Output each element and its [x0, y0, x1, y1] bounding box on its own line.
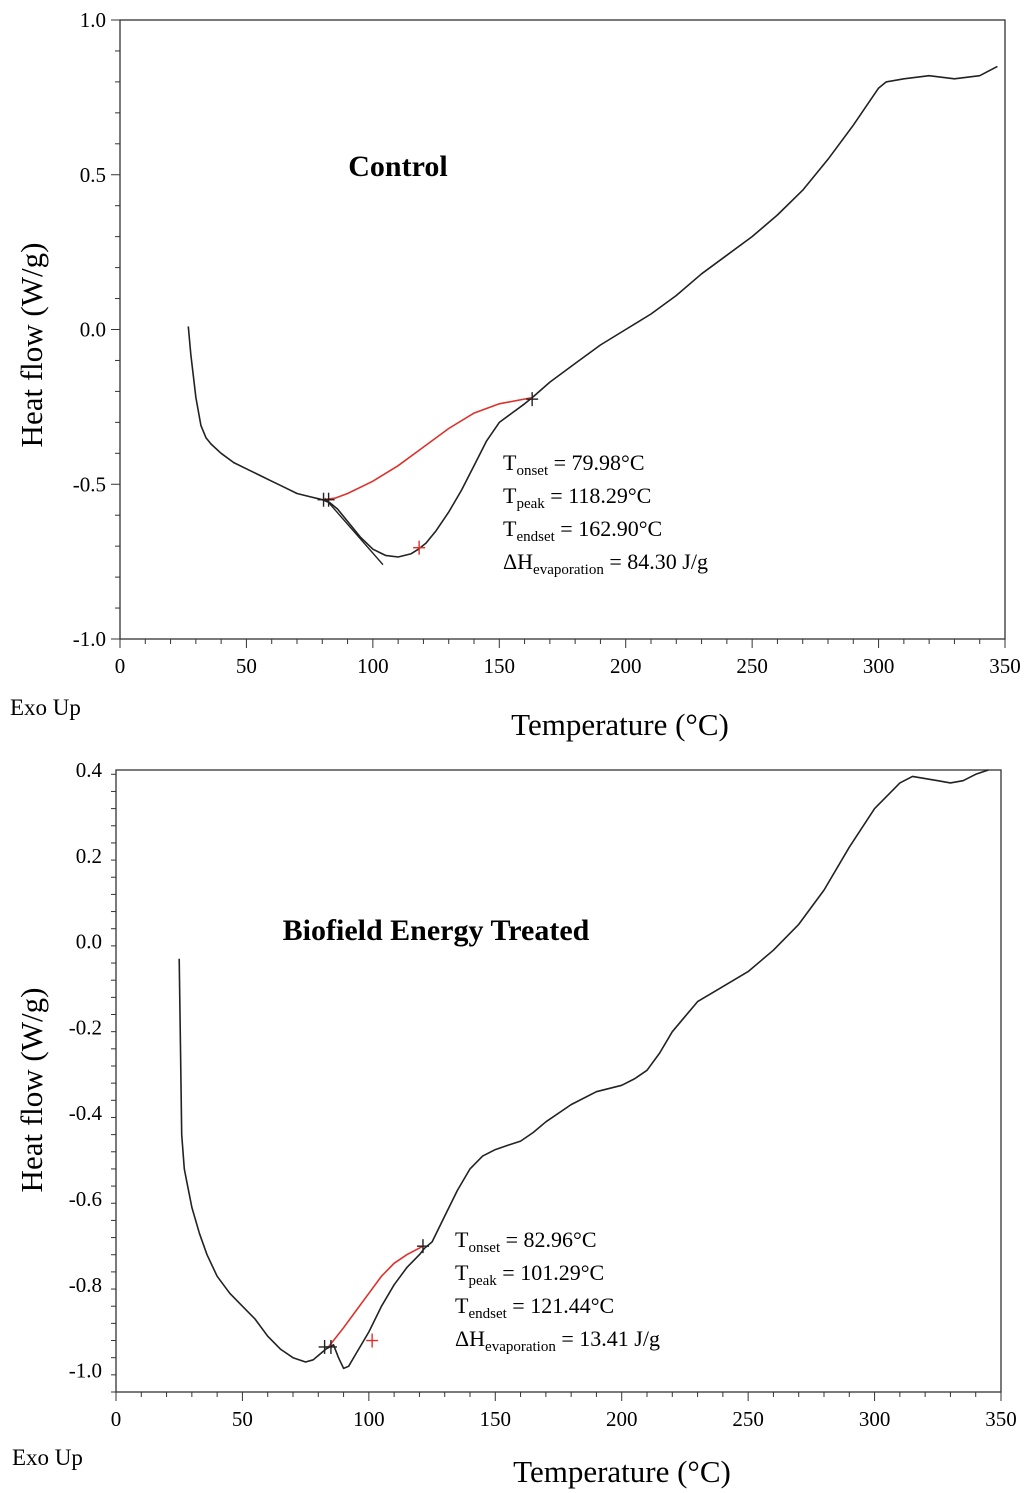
enthalpy-value: = 13.41 J/g [556, 1326, 660, 1351]
control-panel: Control Heat flow (W/g) Temperature (°C) Ex… [10, 8, 1021, 742]
y-axis-title: Heat flow (W/g) [14, 243, 49, 448]
onset-tangent-line [324, 497, 384, 566]
peak-symbol: T [455, 1260, 469, 1285]
annotation-block: Tonset = 82.96°C Tpeak = 101.29°C Tendse… [455, 1227, 660, 1355]
panel-title: Control [348, 150, 447, 183]
event-marker [366, 1333, 379, 1348]
endset-value: = 121.44°C [507, 1293, 614, 1318]
x-tick-label: 350 [989, 654, 1021, 678]
peak-value: = 118.29°C [545, 483, 652, 508]
enthalpy-value: = 84.30 J/g [604, 549, 708, 574]
x-tick-label: 100 [353, 1407, 385, 1431]
panel-title: Biofield Energy Treated [283, 914, 590, 947]
event-marker [416, 1239, 429, 1254]
onset-symbol: T [455, 1227, 469, 1252]
x-tick-label: 0 [115, 654, 126, 678]
peak-subscript: peak [516, 496, 545, 512]
y-tick-label: -0.6 [69, 1187, 102, 1211]
y-tick-label: 0.2 [76, 844, 102, 868]
enthalpy-symbol: ΔH [503, 549, 533, 574]
heat-flow-curve [187, 65, 998, 558]
peak-annotation: Tpeak = 118.29°C [503, 483, 651, 512]
y-tick-label: -0.2 [69, 1015, 102, 1039]
x-tick-label: 350 [985, 1407, 1017, 1431]
onset-subscript: onset [468, 1240, 500, 1256]
endset-annotation: Tendset = 121.44°C [455, 1293, 614, 1322]
plot-frame [119, 19, 1006, 640]
x-tick-label: 50 [236, 654, 257, 678]
x-tick-label: 150 [484, 654, 516, 678]
event-marker [322, 492, 335, 507]
treated-panel: Biofield Energy Treated Heat flow (W/g) Te… [12, 758, 1017, 1489]
x-tick-label: 250 [736, 654, 768, 678]
x-tick-label: 300 [863, 654, 895, 678]
y-tick-label: 0.0 [80, 318, 106, 342]
event-marker [413, 540, 426, 555]
y-tick-label: 0.5 [80, 163, 106, 187]
x-tick-label: 150 [480, 1407, 512, 1431]
x-tick-label: 200 [606, 1407, 638, 1431]
y-tick-label: 0.0 [76, 930, 102, 954]
endset-subscript: endset [468, 1306, 507, 1322]
x-tick-label: 200 [610, 654, 642, 678]
onset-value: = 79.98°C [548, 450, 644, 475]
plot-frame [115, 769, 1002, 1393]
enthalpy-annotation: ΔHevaporation = 13.41 J/g [455, 1326, 660, 1355]
endset-symbol: T [503, 516, 517, 541]
x-axis-title: Temperature (°C) [513, 1454, 731, 1489]
onset-annotation: Tonset = 82.96°C [455, 1227, 597, 1256]
peak-subscript: peak [468, 1273, 497, 1289]
enthalpy-subscript: evaporation [485, 1339, 556, 1355]
endset-value: = 162.90°C [555, 516, 662, 541]
enthalpy-subscript: evaporation [533, 562, 604, 578]
integration-baseline [322, 396, 533, 501]
onset-symbol: T [503, 450, 517, 475]
y-tick-label: 0.4 [76, 758, 103, 782]
enthalpy-symbol: ΔH [455, 1326, 485, 1351]
event-marker [324, 1339, 337, 1354]
y-tick-label: 1.0 [80, 8, 106, 32]
event-marker [526, 392, 539, 407]
y-tick-label: -0.8 [69, 1273, 102, 1297]
x-tick-label: 300 [859, 1407, 891, 1431]
endset-annotation: Tendset = 162.90°C [503, 516, 662, 545]
x-axis-title: Temperature (°C) [511, 707, 729, 742]
x-tick-label: 100 [357, 654, 389, 678]
y-tick-label: -1.0 [73, 627, 106, 651]
endset-subscript: endset [516, 529, 555, 545]
onset-subscript: onset [516, 463, 548, 479]
peak-value: = 101.29°C [497, 1260, 604, 1285]
y-axis-title: Heat flow (W/g) [14, 988, 49, 1193]
annotation-block: Tonset = 79.98°C Tpeak = 118.29°C Tendse… [503, 450, 708, 578]
x-tick-label: 50 [232, 1407, 253, 1431]
exo-up-label: Exo Up [12, 1445, 83, 1470]
onset-annotation: Tonset = 79.98°C [503, 450, 645, 479]
y-tick-label: -0.5 [73, 472, 106, 496]
heat-flow-curve [178, 769, 989, 1370]
endset-symbol: T [455, 1293, 469, 1318]
peak-annotation: Tpeak = 101.29°C [455, 1260, 604, 1289]
peak-symbol: T [503, 483, 517, 508]
integration-baseline [327, 1245, 424, 1348]
onset-value: = 82.96°C [500, 1227, 596, 1252]
enthalpy-annotation: ΔHevaporation = 84.30 J/g [503, 549, 708, 578]
x-tick-label: 0 [111, 1407, 122, 1431]
y-tick-label: -0.4 [69, 1101, 103, 1125]
exo-up-label: Exo Up [10, 695, 81, 720]
x-tick-label: 250 [732, 1407, 764, 1431]
y-tick-label: -1.0 [69, 1359, 102, 1383]
